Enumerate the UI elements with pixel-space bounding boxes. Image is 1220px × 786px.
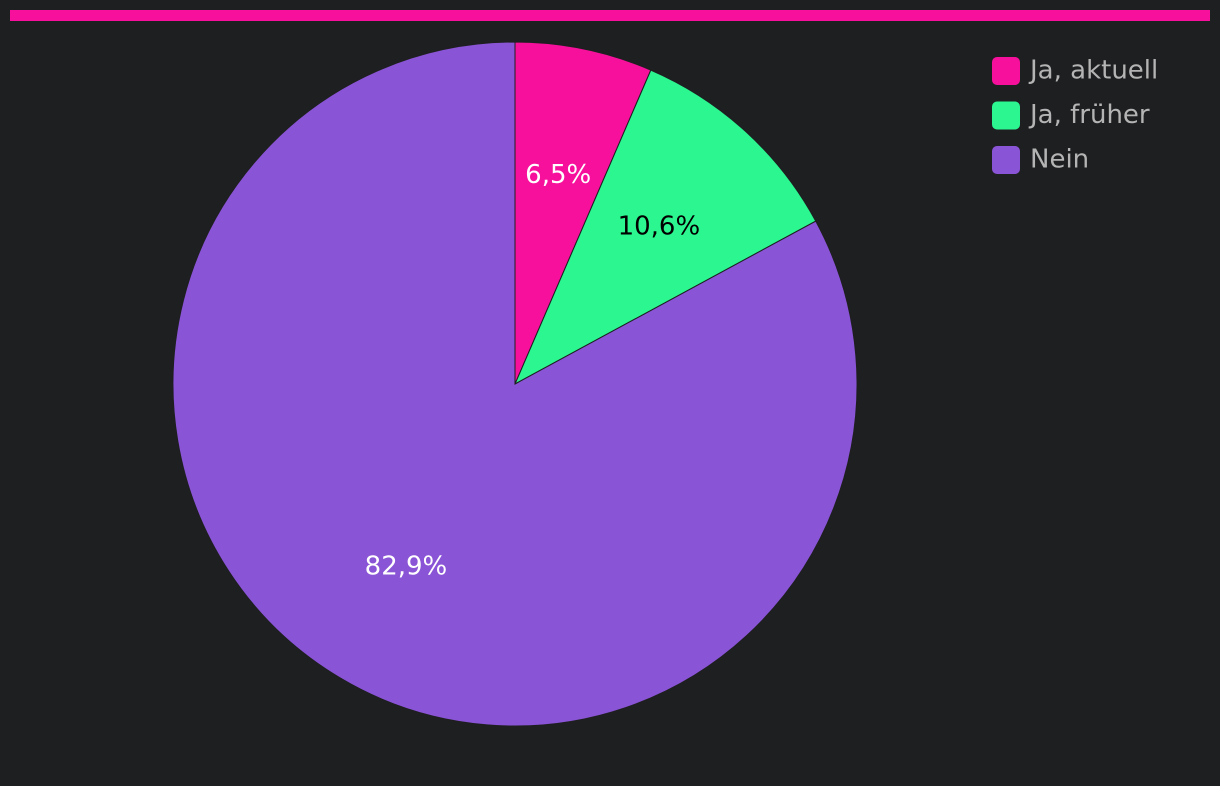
slice-label: 10,6%: [618, 211, 701, 241]
legend-swatch: [992, 101, 1020, 130]
legend-swatch: [992, 146, 1020, 174]
legend-swatch: [992, 57, 1020, 85]
pie-slice: [514, 41, 652, 385]
slice-label: 82,9%: [365, 552, 448, 582]
pie: 6,5% 10,6% 82,9%: [172, 41, 858, 727]
legend-label: Ja, früher: [1028, 100, 1150, 130]
legend-label: Nein: [1030, 145, 1089, 175]
legend-label: Ja, aktuell: [1028, 56, 1158, 86]
pie-slice: [172, 41, 858, 727]
pie-slice: [513, 69, 817, 386]
slice-label: 6,5%: [525, 160, 591, 190]
legend: Ja, aktuell Ja, früher Nein: [992, 56, 1158, 175]
header-bar: [10, 10, 1210, 21]
